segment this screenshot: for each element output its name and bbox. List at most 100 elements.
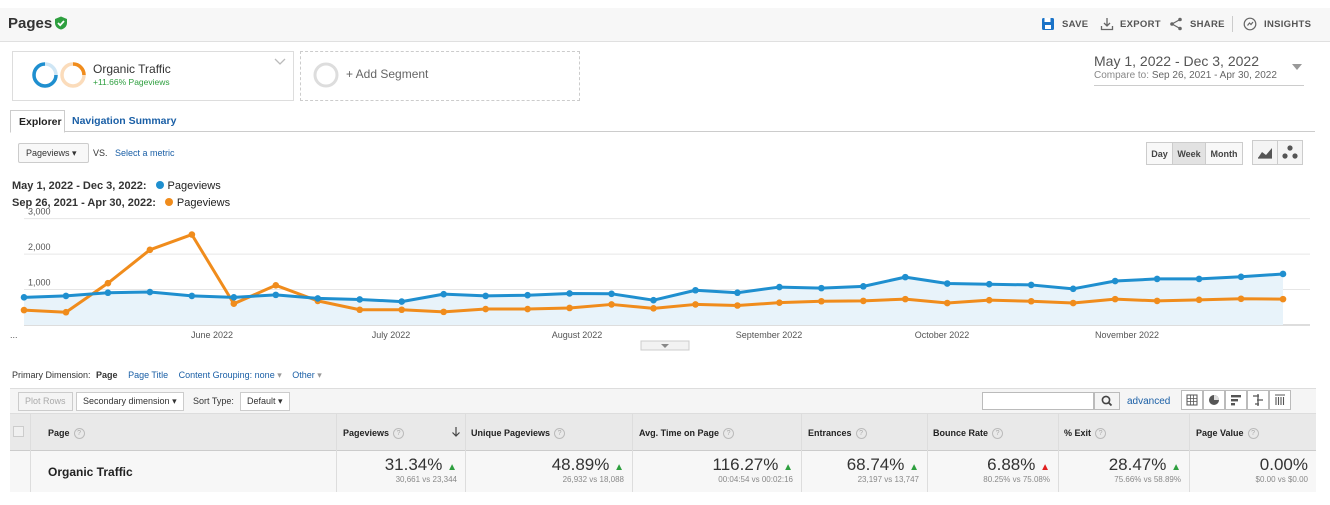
data-point-current[interactable] [1279,270,1287,278]
add-segment-button[interactable] [300,51,580,101]
data-point-previous[interactable] [398,306,406,314]
data-point-current[interactable] [692,286,699,294]
data-point-previous[interactable] [356,306,364,314]
data-point-previous[interactable] [943,299,951,307]
search-button[interactable] [1094,392,1120,410]
table-view-button[interactable] [1181,390,1203,410]
col-page-value-header[interactable]: Page Value? [1196,428,1259,440]
export-icon[interactable] [1100,17,1114,31]
data-point-previous[interactable] [1279,295,1287,303]
data-point-previous[interactable] [1069,299,1077,307]
col-pageviews-header[interactable]: Pageviews? [343,428,405,440]
data-point-previous[interactable] [188,231,196,238]
data-point-current[interactable] [734,289,741,297]
data-point-current[interactable] [943,280,951,287]
data-point-previous[interactable] [146,246,154,254]
data-point-current[interactable] [356,296,364,303]
insights-icon[interactable] [1243,17,1257,31]
secondary-dimension-select[interactable]: Secondary dimension ▾ [76,392,184,411]
data-point-previous[interactable] [1195,296,1203,304]
data-point-previous[interactable] [482,305,489,313]
tab-explorer[interactable]: Explorer [10,110,65,133]
data-point-current[interactable] [566,290,573,297]
data-point-current[interactable] [985,280,993,288]
data-point-previous[interactable] [230,300,238,308]
plot-rows-button[interactable]: Plot Rows [18,392,73,411]
data-point-previous[interactable] [566,304,573,312]
data-point-current[interactable] [1027,281,1035,289]
data-point-current[interactable] [104,289,112,297]
line-chart-view-button[interactable] [1252,140,1278,165]
dim-page-title[interactable]: Page Title [128,370,169,380]
data-point-current[interactable] [20,294,28,301]
data-point-current[interactable] [902,273,909,281]
data-point-current[interactable] [146,288,154,296]
data-point-previous[interactable] [902,295,909,303]
data-point-previous[interactable] [608,301,615,308]
col-unique-pageviews-header[interactable]: Unique Pageviews? [471,428,566,440]
dim-other[interactable]: Other ▾ [292,370,322,380]
data-point-previous[interactable] [524,305,531,313]
col-exit-header[interactable]: % Exit? [1064,428,1107,440]
data-point-current[interactable] [1153,275,1161,283]
save-button[interactable]: SAVE [1062,19,1089,30]
data-point-previous[interactable] [818,297,825,305]
week-button[interactable]: Week [1172,142,1206,165]
col-entrances-header[interactable]: Entrances? [808,428,867,440]
segment-organic-traffic[interactable] [12,51,294,101]
month-button[interactable]: Month [1205,142,1243,165]
data-point-previous[interactable] [1153,297,1161,305]
data-point-current[interactable] [482,292,489,300]
export-button[interactable]: EXPORT [1120,19,1161,30]
data-point-previous[interactable] [104,279,112,287]
data-point-current[interactable] [272,291,280,299]
dim-content-grouping[interactable]: Content Grouping: none ▾ [178,370,282,380]
day-button[interactable]: Day [1146,142,1173,165]
chevron-down-icon[interactable] [274,58,286,66]
pivot-view-button[interactable] [1269,390,1291,410]
data-point-current[interactable] [524,291,531,299]
data-point-current[interactable] [188,292,196,300]
data-point-current[interactable] [1237,273,1245,281]
sort-desc-arrow-icon[interactable] [451,426,461,438]
col-bounce-rate-header[interactable]: Bounce Rate? [933,428,1004,440]
share-icon[interactable] [1169,17,1183,31]
insights-button[interactable]: INSIGHTS [1264,19,1312,30]
col-page-header[interactable]: Page? [48,428,85,440]
data-point-current[interactable] [1111,277,1119,285]
data-point-previous[interactable] [272,281,280,289]
data-point-previous[interactable] [1027,297,1035,305]
data-point-previous[interactable] [440,308,447,316]
performance-view-button[interactable] [1225,390,1247,410]
data-point-current[interactable] [314,295,322,302]
data-point-current[interactable] [1069,285,1077,293]
advanced-link[interactable]: advanced [1127,396,1171,407]
pie-view-button[interactable] [1203,390,1225,410]
data-point-previous[interactable] [1111,295,1119,303]
metric-select[interactable]: Pageviews ▾ [18,143,89,163]
date-dropdown-icon[interactable] [1292,64,1302,70]
data-point-previous[interactable] [776,299,783,306]
data-point-previous[interactable] [20,306,28,314]
data-point-current[interactable] [776,283,783,291]
col-avg-time-header[interactable]: Avg. Time on Page? [639,428,735,440]
data-point-current[interactable] [860,283,867,290]
data-point-current[interactable] [398,298,406,305]
table-search-input[interactable] [982,392,1094,410]
date-range-picker[interactable]: May 1, 2022 - Dec 3, 2022 [1094,53,1259,69]
data-point-previous[interactable] [650,305,657,312]
dim-page[interactable]: Page [96,370,118,380]
data-point-current[interactable] [440,290,447,298]
sort-type-select[interactable]: Default ▾ [240,392,290,411]
data-point-previous[interactable] [860,297,867,305]
data-point-previous[interactable] [985,296,993,304]
save-icon[interactable] [1041,17,1055,31]
data-point-current[interactable] [230,294,238,301]
select-all-checkbox[interactable] [13,426,24,437]
data-point-current[interactable] [608,290,615,298]
data-point-current[interactable] [818,284,825,292]
motion-chart-view-button[interactable] [1277,140,1303,165]
data-point-current[interactable] [1195,275,1203,283]
data-point-current[interactable] [650,296,657,304]
data-point-previous[interactable] [1237,295,1245,303]
